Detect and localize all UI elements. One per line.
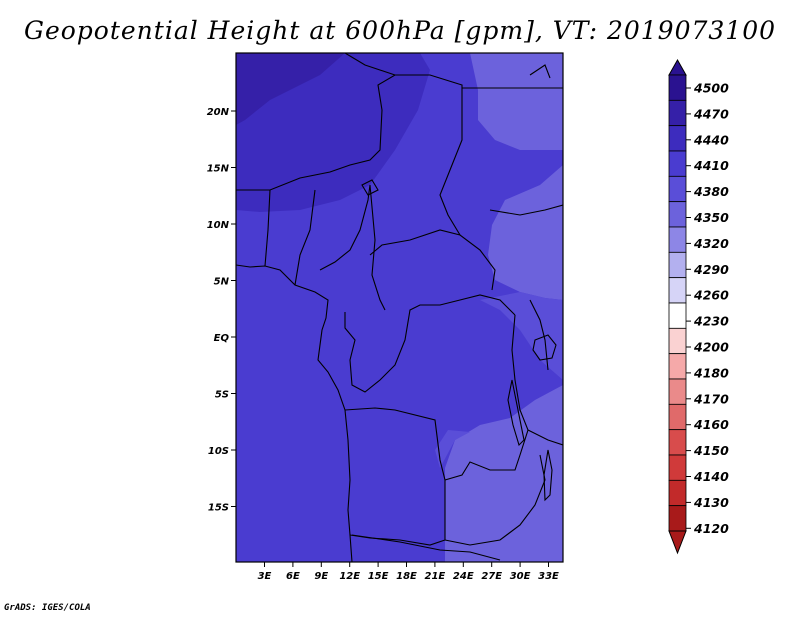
colorbar-label: 4380 bbox=[693, 184, 729, 199]
field-low-se-edge bbox=[435, 430, 470, 468]
colorbar-swatch bbox=[668, 226, 687, 253]
colorbar-label: 4260 bbox=[693, 288, 729, 303]
colorbar-swatch bbox=[668, 277, 687, 304]
field-high-nw-core bbox=[236, 53, 345, 125]
lat-tick-label: 10S bbox=[208, 446, 229, 457]
coastline bbox=[236, 264, 353, 562]
field-layer bbox=[236, 53, 563, 562]
red-sea-coast bbox=[529, 64, 551, 79]
colorbar-swatch bbox=[668, 150, 687, 177]
colorbar-swatch bbox=[668, 99, 687, 127]
border-kenya bbox=[529, 299, 549, 371]
lon-tick-label: 3E bbox=[258, 571, 272, 582]
colorbar-bottom-arrow bbox=[668, 530, 687, 555]
colorbar-swatch bbox=[668, 403, 687, 431]
lat-tick-label: 5N bbox=[214, 277, 230, 288]
colorbar-label: 4230 bbox=[693, 314, 729, 329]
longitude-axis: 3E 6E 9E 12E 15E 18E 21E 24E 27E 30E 33E bbox=[258, 562, 559, 582]
map-frame bbox=[235, 52, 564, 563]
field-low-ne bbox=[470, 53, 563, 300]
colorbar-swatch bbox=[668, 251, 687, 279]
colorbar-label: 4120 bbox=[693, 521, 729, 536]
borders-layer bbox=[236, 53, 563, 562]
colorbar-label: 4350 bbox=[693, 210, 729, 225]
lat-tick-label: 15S bbox=[208, 503, 229, 514]
colorbar-swatch bbox=[668, 327, 687, 355]
lon-tick-label: 15E bbox=[368, 571, 389, 582]
colorbar-label: 4440 bbox=[693, 132, 729, 147]
border-car bbox=[369, 229, 496, 291]
colorbar: 4500 4470 4440 4410 4380 4350 4320 4290 4260 4230… bbox=[668, 58, 729, 555]
latitude-axis: 20N 15N 10N 5N EQ 5S 10S 15S bbox=[207, 107, 236, 514]
colorbar-swatch bbox=[668, 454, 687, 481]
colorbar-label: 4140 bbox=[693, 469, 729, 484]
border-niger-chad bbox=[344, 53, 396, 76]
border-sahel bbox=[236, 74, 463, 191]
border-sudan-sss bbox=[489, 204, 563, 216]
lat-tick-label: EQ bbox=[214, 333, 230, 344]
lake-malawi bbox=[543, 449, 553, 502]
border-nigeria bbox=[294, 189, 316, 286]
colorbar-swatch bbox=[668, 479, 687, 507]
lon-tick-label: 27E bbox=[481, 571, 502, 582]
lat-tick-label: 10N bbox=[207, 220, 230, 231]
colorbar-swatch bbox=[668, 353, 687, 380]
lon-tick-label: 21E bbox=[425, 571, 446, 582]
colorbar-label: 4320 bbox=[693, 236, 729, 251]
border-cameroon bbox=[319, 184, 386, 311]
border-tanzania bbox=[527, 429, 563, 446]
colorbar-swatch bbox=[668, 302, 687, 329]
lake-chad bbox=[361, 179, 379, 196]
colorbar-label: 4500 bbox=[693, 81, 729, 96]
border-angola bbox=[344, 407, 446, 546]
colorbar-swatch bbox=[668, 378, 687, 405]
field-low-ne-2 bbox=[480, 292, 563, 380]
lat-tick-label: 20N bbox=[207, 107, 230, 118]
colorbar-swatch bbox=[668, 175, 687, 203]
colorbar-label: 4150 bbox=[693, 443, 729, 458]
border-westafrica bbox=[264, 189, 271, 267]
colorbar-label: 4170 bbox=[693, 391, 729, 406]
border-zambia bbox=[444, 454, 546, 546]
colorbar-label: 4290 bbox=[693, 262, 729, 277]
lon-tick-label: 30E bbox=[510, 571, 531, 582]
chart-title: Geopotential Height at 600hPa [gpm], VT:… bbox=[23, 16, 777, 45]
lake-victoria bbox=[532, 334, 557, 361]
lat-tick-label: 15N bbox=[207, 164, 230, 175]
lake-tanganyika bbox=[507, 379, 525, 447]
border-congo bbox=[344, 294, 516, 393]
lon-tick-label: 24E bbox=[453, 571, 474, 582]
colorbar-swatch bbox=[668, 125, 687, 152]
colorbar-swatch bbox=[668, 429, 687, 456]
colorbar-label: 4200 bbox=[693, 340, 729, 355]
border-south bbox=[351, 534, 501, 561]
colorbar-label: 4160 bbox=[693, 417, 729, 432]
colorbar-swatch bbox=[668, 505, 687, 532]
lon-tick-label: 33E bbox=[538, 571, 559, 582]
lat-tick-label: 5S bbox=[215, 390, 229, 401]
border-drc bbox=[444, 314, 529, 481]
field-low-se bbox=[445, 385, 563, 562]
credit-text: GrADS: IGES/COLA bbox=[4, 603, 91, 613]
colorbar-top-arrow bbox=[668, 58, 687, 76]
colorbar-label: 4470 bbox=[693, 106, 729, 121]
lon-tick-label: 12E bbox=[339, 571, 360, 582]
lon-tick-label: 18E bbox=[396, 571, 417, 582]
lon-tick-label: 6E bbox=[286, 571, 300, 582]
colorbar-swatch bbox=[668, 201, 687, 228]
colorbar-label: 4180 bbox=[693, 365, 729, 380]
colorbar-swatch bbox=[668, 74, 687, 101]
border-chad-sudan bbox=[439, 110, 463, 236]
colorbar-label: 4410 bbox=[693, 158, 729, 173]
lon-tick-label: 9E bbox=[314, 571, 328, 582]
colorbar-label: 4130 bbox=[693, 495, 729, 510]
